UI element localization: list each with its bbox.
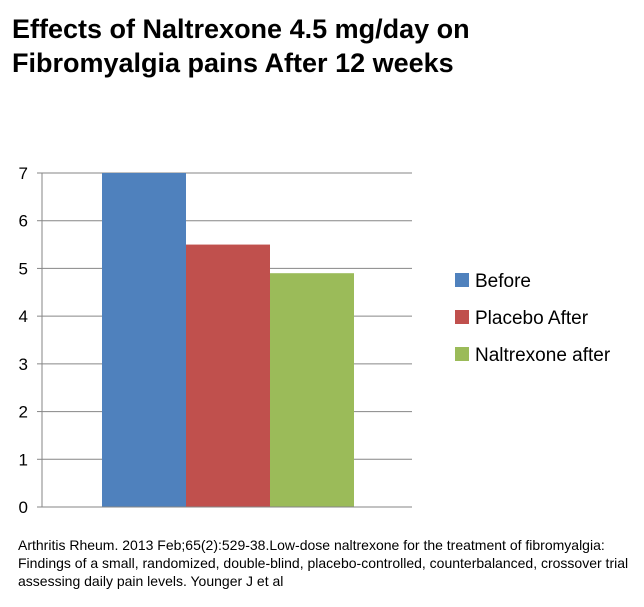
bar-placebo-after (186, 244, 270, 508)
bar-chart: 0 1 2 3 4 5 6 7 Before Placebo After Naltrexone a… (19, 164, 611, 517)
legend-swatch-before (455, 273, 469, 287)
legend: Before Placebo After Naltrexone after (455, 271, 611, 366)
y-tick-label-5: 5 (19, 259, 28, 278)
legend-swatch-naltrexone-after (455, 347, 469, 361)
citation-text: Arthritis Rheum. 2013 Feb;65(2):529-38.L… (18, 537, 629, 589)
y-tick-label-0: 0 (19, 498, 28, 517)
y-tick-label-4: 4 (19, 307, 28, 326)
chart-title: Effects of Naltrexone 4.5 mg/day on Fibr… (12, 12, 632, 80)
y-axis-ticks: 0 1 2 3 4 5 6 7 (19, 164, 42, 517)
chart-title-line-2: Fibromyalgia pains After 12 weeks (12, 48, 454, 78)
y-tick-label-2: 2 (19, 403, 28, 422)
y-tick-label-1: 1 (19, 450, 28, 469)
chart-title-line-1: Effects of Naltrexone 4.5 mg/day on (12, 14, 470, 44)
bars (102, 173, 354, 508)
y-tick-label-3: 3 (19, 355, 28, 374)
y-tick-label-6: 6 (19, 212, 28, 231)
bar-naltrexone-after (270, 273, 354, 507)
legend-label-placebo-after: Placebo After (475, 308, 589, 329)
bar-before (102, 173, 186, 507)
legend-label-before: Before (475, 271, 531, 292)
y-tick-label-7: 7 (19, 164, 28, 183)
legend-swatch-placebo-after (455, 310, 469, 324)
legend-label-naltrexone-after: Naltrexone after (475, 345, 611, 366)
